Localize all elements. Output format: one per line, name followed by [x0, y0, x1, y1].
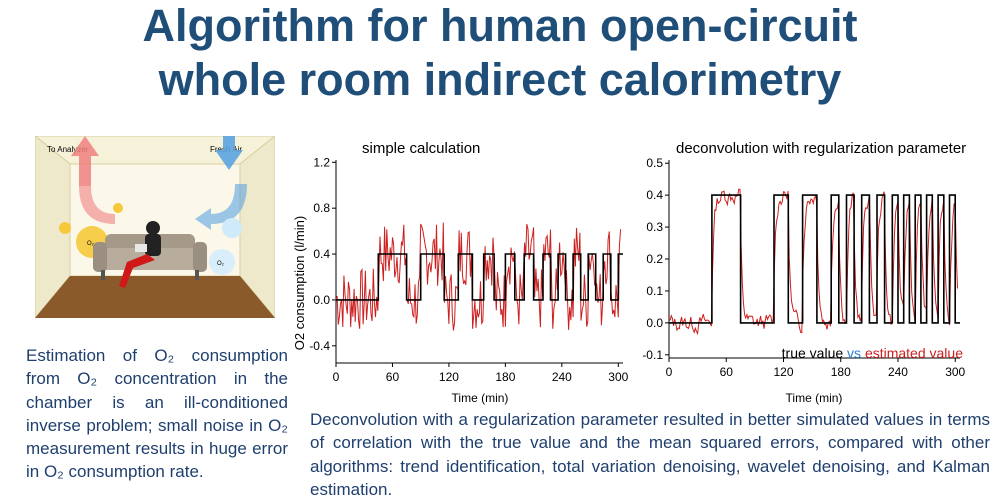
person-icon — [119, 221, 161, 288]
o2-fresh-molecule-icon — [209, 249, 235, 275]
o2-fresh-label: O₂ — [217, 261, 225, 267]
y-tick-label: 1.2 — [313, 155, 330, 169]
title-line-1: Algorithm for human open-circuit — [142, 0, 858, 51]
y-tick-label: 0.1 — [646, 284, 663, 298]
x-tick-label: 0 — [333, 370, 340, 384]
y-tick-label: 0.4 — [646, 188, 663, 202]
chart2-title: deconvolution with regularization parame… — [676, 140, 966, 157]
x-tick-label: 60 — [720, 365, 734, 379]
y-tick-label: 0.5 — [646, 156, 663, 170]
molecule-icon — [59, 222, 71, 234]
room-illustration: To Analyzer Fresh Air O₂ O₂ — [35, 136, 275, 318]
x-tick-label: 120 — [773, 365, 793, 379]
y-tick-label: 0.2 — [646, 252, 663, 266]
chart2-legend: true value vs estimated value — [782, 345, 964, 361]
legend-true-value: true value — [782, 345, 844, 361]
y-tick-label: 0.0 — [646, 316, 663, 330]
legend-estimated-value: estimated value — [865, 345, 963, 361]
molecule-icon — [113, 203, 123, 213]
y-tick-label: 0.0 — [313, 293, 330, 307]
x-tick-label: 60 — [386, 370, 400, 384]
x-tick-label: 180 — [831, 365, 851, 379]
to-analyzer-label: To Analyzer — [47, 145, 89, 154]
x-tick-label: 240 — [552, 370, 572, 384]
true-value-series — [669, 194, 960, 324]
y-tick-label: 0.8 — [313, 201, 330, 215]
x-tick-label: 300 — [608, 370, 628, 384]
x-tick-label: 0 — [666, 365, 673, 379]
x-tick-label: 180 — [495, 370, 515, 384]
x-tick-label: 300 — [945, 365, 965, 379]
chart1-title: simple calculation — [362, 140, 480, 157]
true-value-series — [336, 253, 623, 301]
y-tick-label: 0.3 — [646, 220, 663, 234]
x-tick-label: 120 — [439, 370, 459, 384]
chart-deconvolution: deconvolution with regularization parame… — [642, 140, 966, 405]
chart1-xlabel: Time (min) — [452, 391, 509, 405]
legend-vs: vs — [847, 345, 861, 361]
y-tick-label: -0.4 — [309, 339, 330, 353]
title-line-2: whole room indirect calorimetry — [158, 54, 842, 105]
x-tick-label: 240 — [888, 365, 908, 379]
chart2-xlabel: Time (min) — [786, 391, 843, 405]
chart1-ylabel: O2 consumption (l/min) — [292, 216, 307, 350]
outflow-arrow-icon — [71, 136, 115, 224]
o2-label: O₂ — [87, 241, 95, 247]
left-description: Estimation of O₂ consumption from O₂ con… — [26, 346, 288, 482]
molecule-icon — [222, 218, 242, 238]
chart-simple-calculation: simple calculation O2 consumption (l/min… — [292, 140, 629, 405]
bottom-description: Deconvolution with a regularization para… — [310, 410, 990, 499]
inflow-arrow-icon — [195, 136, 247, 230]
y-tick-label: 0.4 — [313, 247, 330, 261]
y-tick-label: -0.1 — [642, 348, 663, 362]
estimated-value-series — [335, 222, 622, 331]
floor — [35, 276, 275, 318]
